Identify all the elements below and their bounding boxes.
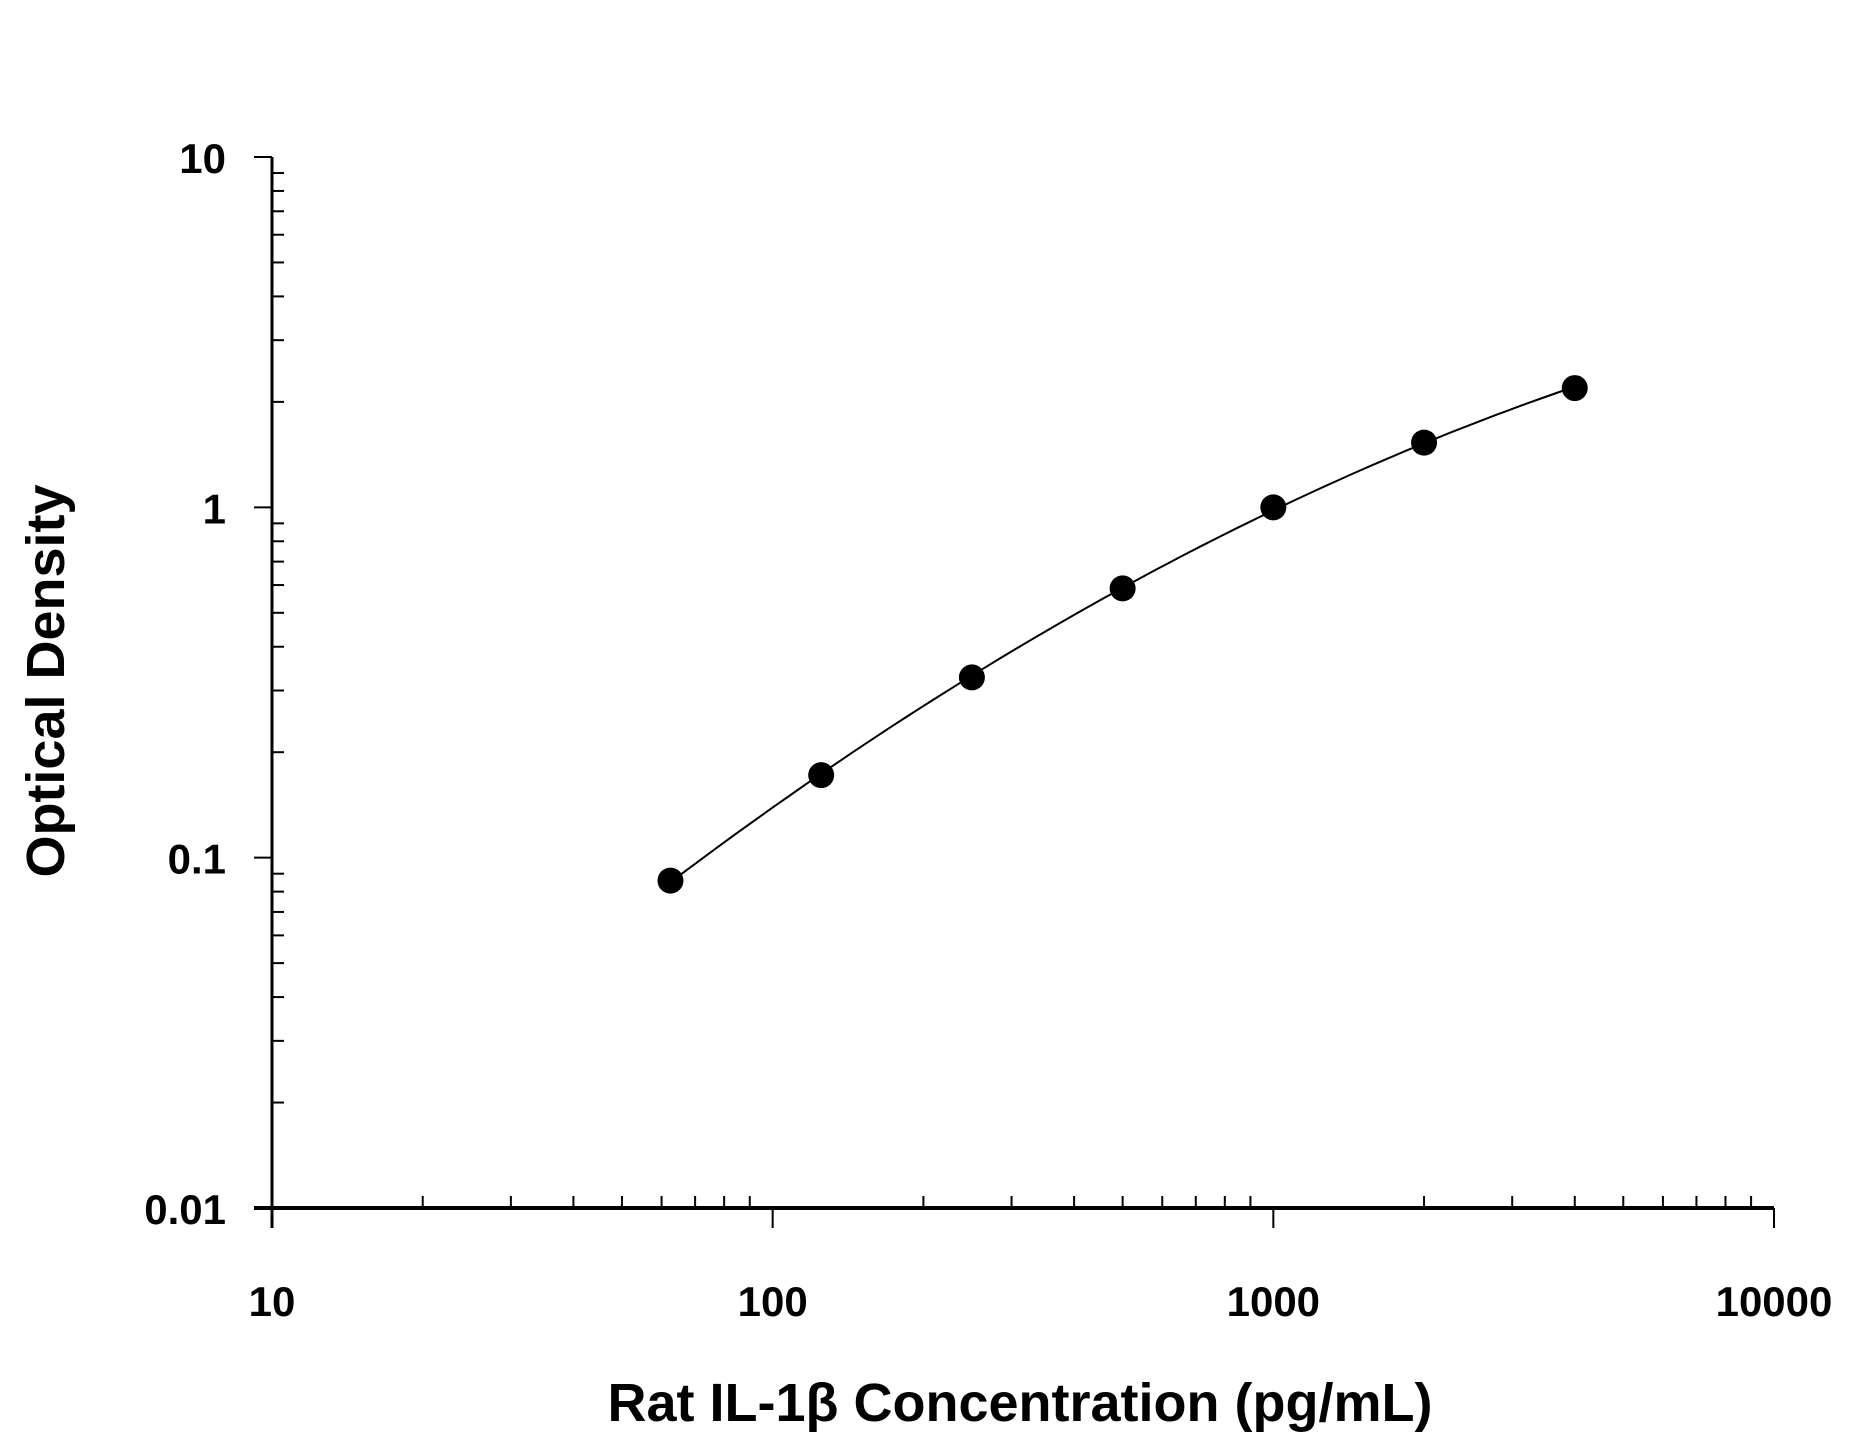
x-tick-label: 10 bbox=[249, 1278, 296, 1325]
y-tick-label: 0.01 bbox=[144, 1186, 226, 1233]
x-tick-label: 1000 bbox=[1227, 1278, 1320, 1325]
y-tick-label: 10 bbox=[179, 135, 226, 182]
data-point bbox=[1561, 375, 1588, 402]
x-tick-label: 10000 bbox=[1716, 1278, 1833, 1325]
y-axis-title: Optical Density bbox=[16, 484, 76, 877]
data-point bbox=[657, 867, 684, 894]
y-tick-label: 0.1 bbox=[168, 836, 226, 883]
x-tick-label: 100 bbox=[738, 1278, 808, 1325]
data-point bbox=[1260, 494, 1287, 521]
tick-labels: 10 100 1000 10000 0.01 0.1 1 10 bbox=[144, 135, 1832, 1325]
y-tick-label: 1 bbox=[203, 485, 226, 532]
data-point bbox=[958, 664, 985, 691]
data-points bbox=[657, 375, 1588, 894]
data-point bbox=[808, 762, 835, 789]
data-point bbox=[1109, 575, 1136, 602]
data-point bbox=[1411, 429, 1438, 456]
axes bbox=[254, 156, 1775, 1228]
fit-curve bbox=[669, 385, 1576, 883]
x-axis-title: Rat IL-1β Concentration (pg/mL) bbox=[608, 1373, 1433, 1433]
